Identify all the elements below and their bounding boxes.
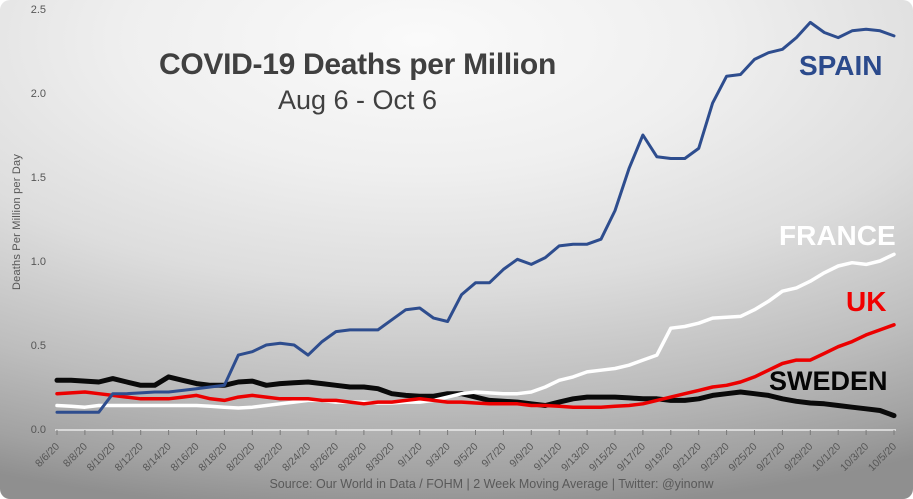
data-series-lines [54, 20, 897, 419]
x-tick-label: 9/5/20 [451, 441, 480, 470]
line-sweden [54, 374, 897, 419]
series-label-france: FRANCE [779, 220, 896, 251]
y-tick-label: 2.5 [31, 4, 46, 16]
series-label-uk: UK [846, 286, 887, 317]
x-tick-label: 8/28/20 [336, 441, 369, 474]
x-tick-label: 9/19/20 [643, 441, 676, 474]
x-tick-label: 9/7/20 [479, 441, 508, 470]
x-tick-label: 9/21/20 [671, 441, 704, 474]
x-tick-label: 9/3/20 [424, 441, 453, 470]
x-tick-label: 10/3/20 [838, 441, 871, 474]
chart-subtitle: Aug 6 - Oct 6 [277, 84, 438, 115]
x-tick-label: 10/1/20 [810, 441, 843, 474]
source-attribution: Source: Our World in Data / FOHM | 2 Wee… [269, 477, 714, 491]
x-tick-label: 8/30/20 [364, 441, 397, 474]
chart-title-block: COVID-19 Deaths per Million Aug 6 - Oct … [120, 48, 595, 115]
x-tick-label: 8/10/20 [85, 441, 118, 474]
y-tick-label: 2.0 [31, 88, 46, 100]
x-tick-label: 9/11/20 [532, 441, 565, 474]
x-tick-label: 9/1/20 [396, 441, 425, 470]
y-tick-label: 1.5 [31, 172, 46, 184]
x-tick-label: 8/18/20 [196, 441, 229, 474]
x-tick-label: 8/12/20 [113, 441, 146, 474]
x-tick-label: 9/23/20 [698, 441, 731, 474]
x-axis-tick-labels: 8/6/208/8/208/10/208/12/208/14/208/16/20… [33, 441, 899, 474]
x-tick-label: 8/20/20 [224, 441, 257, 474]
series-label-spain: SPAIN [799, 50, 883, 81]
x-tick-label: 9/25/20 [726, 441, 759, 474]
y-axis-tick-labels: 0.0 0.5 1.0 1.5 2.0 2.5 [31, 4, 46, 436]
series-label-sweden: SWEDEN [769, 366, 888, 396]
y-tick-label: 0.0 [31, 424, 46, 436]
line-spain [55, 20, 896, 414]
x-axis-tick-marks [56, 430, 895, 435]
x-tick-label: 9/17/20 [615, 441, 648, 474]
x-tick-label: 8/26/20 [308, 441, 341, 474]
x-tick-label: 8/24/20 [280, 441, 313, 474]
x-tick-label: 8/6/20 [33, 441, 62, 470]
x-tick-label: 8/22/20 [252, 441, 285, 474]
y-axis-title: Deaths Per Million per Day [11, 154, 23, 290]
y-tick-label: 1.0 [31, 256, 46, 268]
y-tick-label: 0.5 [31, 340, 46, 352]
x-tick-label: 8/14/20 [140, 441, 173, 474]
x-tick-label: 9/15/20 [587, 441, 620, 474]
chart-title: COVID-19 Deaths per Million [159, 48, 556, 81]
x-tick-label: 8/16/20 [168, 441, 201, 474]
x-tick-label: 9/27/20 [754, 441, 787, 474]
x-tick-label: 9/29/20 [782, 441, 815, 474]
line-uk [55, 323, 896, 409]
line-france [55, 252, 896, 410]
x-tick-label: 9/13/20 [559, 441, 592, 474]
x-tick-label: 10/5/20 [866, 441, 899, 474]
